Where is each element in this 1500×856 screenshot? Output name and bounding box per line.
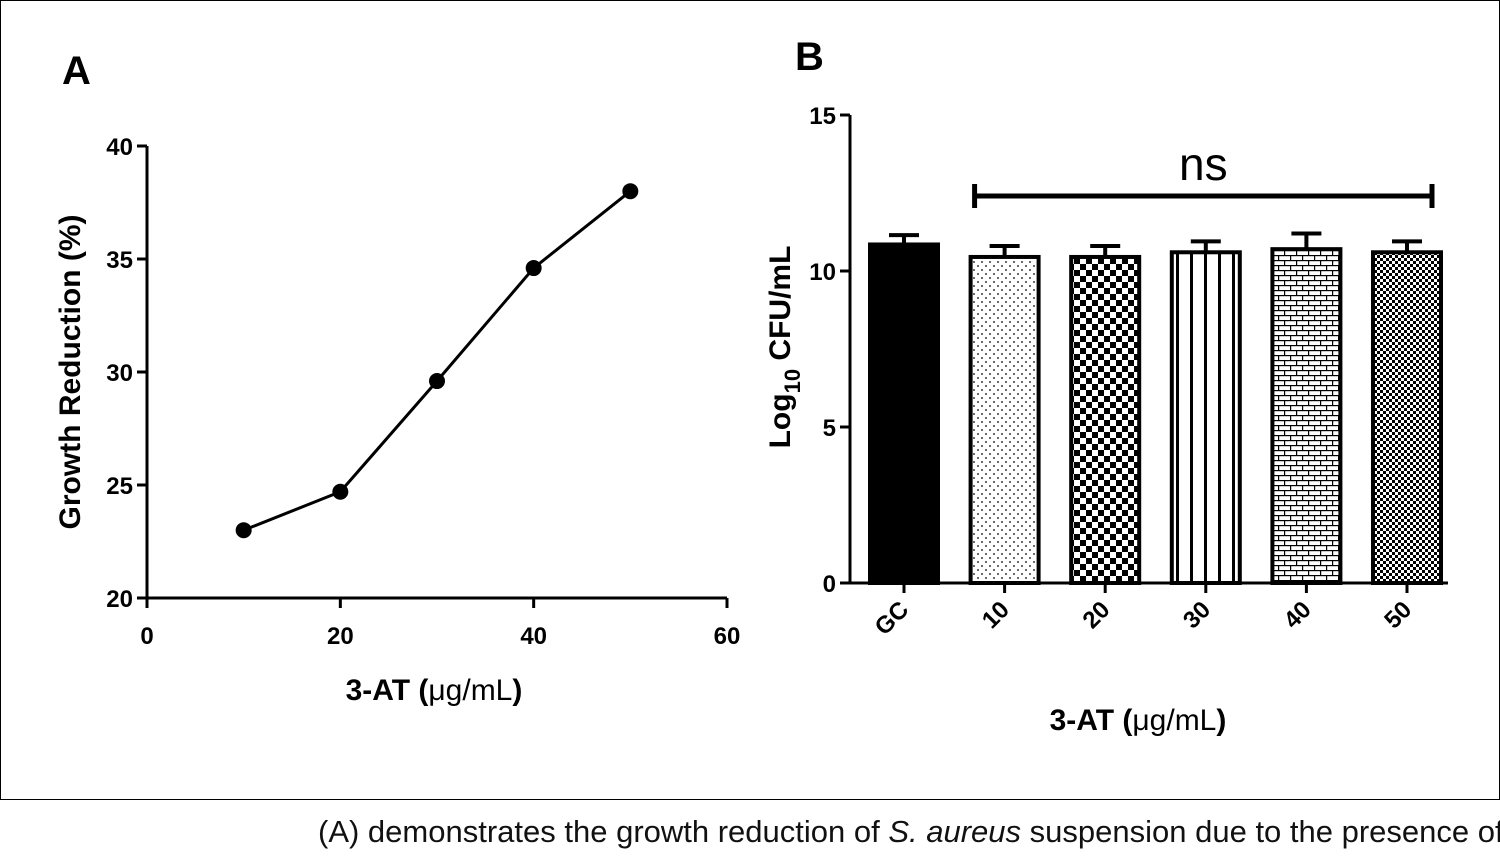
- panel-a-x-tick-label: 20: [327, 623, 354, 650]
- panel-a-y-tick-label: 20: [106, 586, 133, 613]
- panel-a-data-point: [332, 483, 349, 500]
- panel-b-bar-30: [1169, 250, 1242, 585]
- panel-b-y-tick-label: 5: [823, 415, 836, 442]
- panel-a-y-tick-label: 35: [106, 247, 133, 274]
- panel-b-x-tick-label: 50: [1379, 596, 1417, 634]
- caption-text-start: (A) demonstrates the growth reduction of: [318, 814, 889, 849]
- panel-b-bar-20: [1069, 254, 1142, 585]
- panel-b-x-tick-label: 40: [1279, 596, 1317, 634]
- panel-b-label: B: [795, 35, 824, 79]
- panel-b-bar-50: [1371, 250, 1443, 585]
- panel-a-x-tick-label: 40: [520, 623, 547, 650]
- panel-a-y-tick-label: 25: [106, 473, 133, 500]
- panel-a-data-point: [525, 260, 542, 277]
- caption-species: S. aureus: [888, 814, 1022, 849]
- significance-label: ns: [1179, 138, 1228, 190]
- panel-b-x-tick-label: 20: [1077, 596, 1115, 634]
- panel-b-y-tick-label: 10: [809, 259, 836, 286]
- panel-a-y-axis-title: Growth Reduction (%): [54, 215, 87, 530]
- caption-text-end: suspension due to the presence of 3-AT (…: [1029, 814, 1500, 849]
- panel-a-line-chart: A 20 25 30 35 40 0 20 40 60 Growth Reduction (%…: [54, 49, 740, 707]
- panel-a-x-tick-label: 60: [714, 623, 741, 650]
- panel-b-x-tick-label: GC: [870, 596, 915, 641]
- panel-b-y-axis-title: Log10 CFU/mL: [764, 246, 805, 449]
- panel-b-bar-10: [968, 254, 1041, 585]
- panel-b-x-tick-label: 10: [977, 596, 1015, 634]
- panel-b-bar-chart: B 0 5 10 15 GC 10 20 30 40 50 ns Log10 CFU/mL 3-…: [764, 35, 1448, 737]
- panel-a-data-point: [622, 183, 639, 200]
- figure-caption: (A) demonstrates the growth reduction of…: [318, 812, 1500, 852]
- panel-a-y-tick-label: 40: [106, 134, 133, 161]
- figure-canvas: A 20 25 30 35 40 0 20 40 60 Growth Reduction (%…: [54, 35, 1448, 737]
- panel-a-y-tick-label: 30: [106, 360, 133, 387]
- panel-b-bar-gc: [868, 242, 940, 585]
- panel-b-y-tick-label: 0: [823, 571, 836, 598]
- panel-a-series-line: [243, 190, 632, 532]
- significance-annotation: ns: [972, 138, 1435, 208]
- panel-a-x-axis-title: 3-AT (μg/mL): [346, 674, 523, 707]
- panel-a-label: A: [62, 49, 91, 93]
- panel-b-x-axis-title: 3-AT (μg/mL): [1050, 704, 1227, 737]
- panel-a-x-tick-label: 0: [140, 623, 153, 650]
- panel-b-y-tick-label: 15: [809, 103, 836, 130]
- panel-b-x-tick-label: 30: [1178, 596, 1216, 634]
- panel-b-bar-40: [1270, 247, 1343, 585]
- panel-a-data-point: [235, 522, 252, 539]
- panel-a-data-point: [429, 373, 445, 390]
